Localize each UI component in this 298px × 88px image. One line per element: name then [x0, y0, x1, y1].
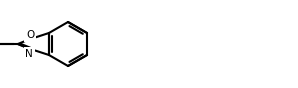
- Text: N: N: [25, 49, 33, 59]
- Text: O: O: [26, 30, 34, 40]
